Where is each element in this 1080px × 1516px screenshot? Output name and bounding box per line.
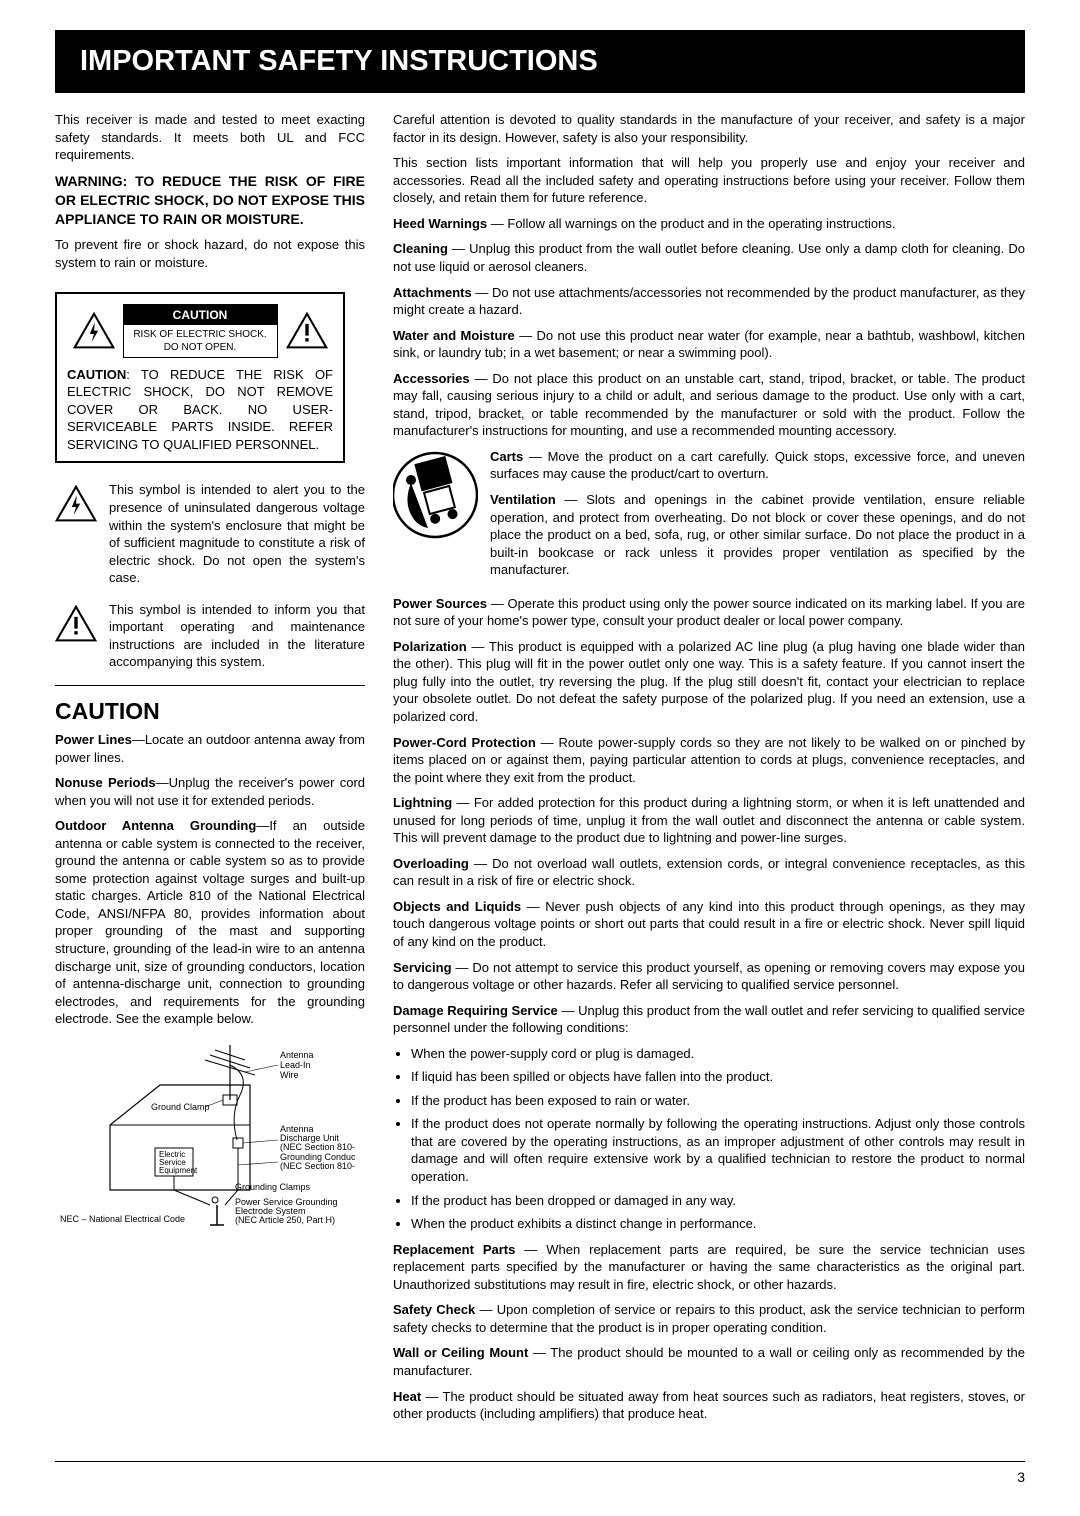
entry-wall-mount: Wall or Ceiling Mount — The product shou… xyxy=(393,1344,1025,1379)
warning-text: WARNING: TO REDUCE THE RISK OF FIRE OR E… xyxy=(55,172,365,229)
caution-center: CAUTION RISK OF ELECTRIC SHOCK. DO NOT O… xyxy=(123,304,278,358)
svg-text:Grounding Clamps: Grounding Clamps xyxy=(235,1182,311,1192)
symbol-1-text: This symbol is intended to alert you to … xyxy=(109,481,365,586)
entry-carts: Carts — Move the product on a cart caref… xyxy=(490,448,1025,483)
symbol-row-1: This symbol is intended to alert you to … xyxy=(55,481,365,586)
entry-accessories: Accessories — Do not place this product … xyxy=(393,370,1025,440)
symbol-2-text: This symbol is intended to inform you th… xyxy=(109,601,365,671)
exclamation-triangle-icon xyxy=(55,605,97,643)
entry-heat: Heat — The product should be situated aw… xyxy=(393,1388,1025,1423)
bullet-3: If the product does not operate normally… xyxy=(411,1115,1025,1185)
svg-text:AntennaDischarge Unit(NEC Sect: AntennaDischarge Unit(NEC Section 810-20… xyxy=(280,1124,355,1152)
bullet-0: When the power-supply cord or plug is da… xyxy=(411,1045,1025,1063)
entry-heed: Heed Warnings — Follow all warnings on t… xyxy=(393,215,1025,233)
svg-text:Grounding Conductors(NEC Secti: Grounding Conductors(NEC Section 810-21) xyxy=(280,1152,355,1171)
entry-polarization: Polarization — This product is equipped … xyxy=(393,638,1025,726)
damage-bullets: When the power-supply cord or plug is da… xyxy=(393,1045,1025,1233)
cart-block: Carts — Move the product on a cart caref… xyxy=(393,448,1025,587)
entry-replacement: Replacement Parts — When replacement par… xyxy=(393,1241,1025,1294)
svg-text:AntennaLead-InWire: AntennaLead-InWire xyxy=(280,1050,314,1080)
bullet-4: If the product has been dropped or damag… xyxy=(411,1192,1025,1210)
svg-text:NEC – National Electrical Code: NEC – National Electrical Code xyxy=(60,1214,185,1224)
bullet-5: When the product exhibits a distinct cha… xyxy=(411,1215,1025,1233)
caution-center-lines: RISK OF ELECTRIC SHOCK. DO NOT OPEN. xyxy=(131,325,268,357)
right-column: Careful attention is devoted to quality … xyxy=(393,111,1025,1430)
symbol-row-2: This symbol is intended to inform you th… xyxy=(55,601,365,671)
intro-text: This receiver is made and tested to meet… xyxy=(55,111,365,164)
cart-text: Carts — Move the product on a cart caref… xyxy=(490,448,1025,587)
caution-box-top: CAUTION RISK OF ELECTRIC SHOCK. DO NOT O… xyxy=(67,304,333,358)
entry-ventilation: Ventilation — Slots and openings in the … xyxy=(490,491,1025,579)
entry-power-sources: Power Sources — Operate this product usi… xyxy=(393,595,1025,630)
entry-water: Water and Moisture — Do not use this pro… xyxy=(393,327,1025,362)
caution-box-text: CAUTION: TO REDUCE THE RISK OF ELECTRIC … xyxy=(67,366,333,454)
entry-lightning: Lightning — For added protection for thi… xyxy=(393,794,1025,847)
bullet-2: If the product has been exposed to rain … xyxy=(411,1092,1025,1110)
entry-damage: Damage Requiring Service — Unplug this p… xyxy=(393,1002,1025,1037)
cart-tipping-icon xyxy=(393,448,478,543)
grounding-diagram: Ground Clamp AntennaLead-InWire AntennaD… xyxy=(55,1040,355,1233)
left-item-1: Nonuse Periods—Unplug the receiver's pow… xyxy=(55,774,365,809)
svg-text:ElectricServiceEquipment: ElectricServiceEquipment xyxy=(159,1150,198,1175)
left-item-0: Power Lines—Locate an outdoor antenna aw… xyxy=(55,731,365,766)
page-footer: 3 xyxy=(55,1461,1025,1487)
caution-box: CAUTION RISK OF ELECTRIC SHOCK. DO NOT O… xyxy=(55,292,345,464)
divider xyxy=(55,685,365,686)
caution-heading: CAUTION xyxy=(55,696,365,727)
entry-power-cord: Power-Cord Protection — Route power-supp… xyxy=(393,734,1025,787)
bullet-1: If liquid has been spilled or objects ha… xyxy=(411,1068,1025,1086)
exclamation-triangle-icon xyxy=(286,312,328,350)
entry-servicing: Servicing — Do not attempt to service th… xyxy=(393,959,1025,994)
caution-center-title: CAUTION xyxy=(124,305,277,325)
prevent-text: To prevent fire or shock hazard, do not … xyxy=(55,236,365,271)
entry-attachments: Attachments — Do not use attachments/acc… xyxy=(393,284,1025,319)
lightning-triangle-icon xyxy=(73,312,115,350)
left-column: This receiver is made and tested to meet… xyxy=(55,111,365,1430)
page-number: 3 xyxy=(1017,1468,1025,1487)
page-title: IMPORTANT SAFETY INSTRUCTIONS xyxy=(80,45,598,77)
entry-cleaning: Cleaning — Unplug this product from the … xyxy=(393,240,1025,275)
entry-overloading: Overloading — Do not overload wall outle… xyxy=(393,855,1025,890)
right-p2: This section lists important information… xyxy=(393,154,1025,207)
svg-text:Power Service GroundingElectro: Power Service GroundingElectrode System(… xyxy=(235,1197,338,1225)
content-columns: This receiver is made and tested to meet… xyxy=(55,111,1025,1430)
right-p1: Careful attention is devoted to quality … xyxy=(393,111,1025,146)
lightning-triangle-icon xyxy=(55,485,97,523)
grounding-diagram-svg: Ground Clamp AntennaLead-InWire AntennaD… xyxy=(55,1040,355,1230)
left-item-2: Outdoor Antenna Grounding—If an outside … xyxy=(55,817,365,1028)
entry-objects: Objects and Liquids — Never push objects… xyxy=(393,898,1025,951)
label-ground-clamp: Ground Clamp xyxy=(151,1102,210,1112)
page-title-bar: IMPORTANT SAFETY INSTRUCTIONS xyxy=(55,30,1025,93)
entry-safety-check: Safety Check — Upon completion of servic… xyxy=(393,1301,1025,1336)
